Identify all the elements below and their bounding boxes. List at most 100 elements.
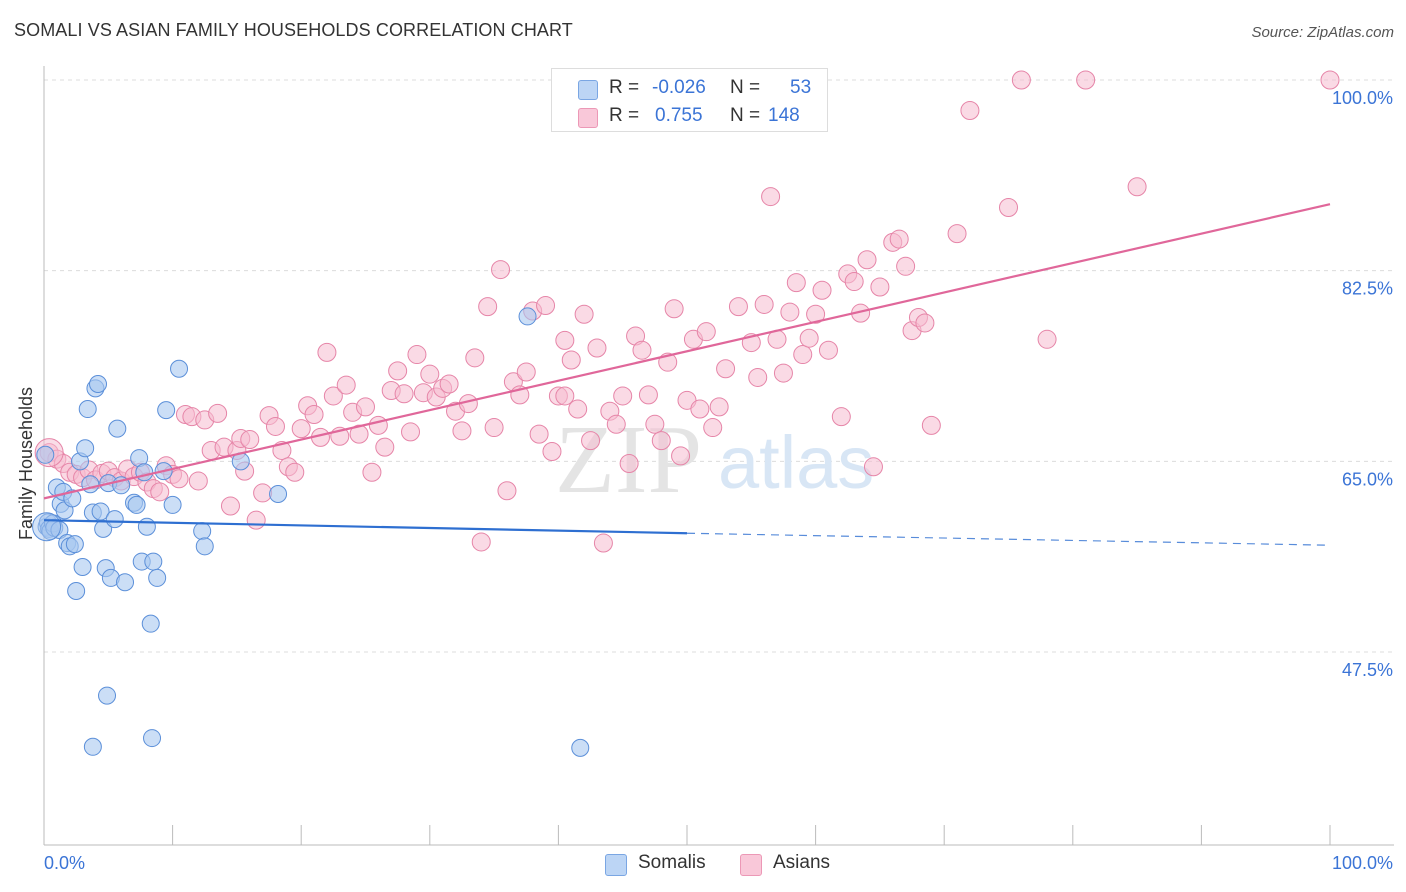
asian-point <box>786 273 806 293</box>
y-axis-label: Family Households <box>16 386 36 540</box>
somali-point <box>76 439 95 458</box>
asian-point <box>947 224 967 244</box>
asian-point <box>542 442 562 462</box>
asian-point <box>484 418 504 438</box>
asian-point <box>497 481 517 501</box>
asian-point <box>690 399 710 419</box>
asian-point <box>889 229 909 249</box>
y-tick-label: 82.5% <box>1342 279 1393 299</box>
somali-point <box>137 517 156 536</box>
somali-point <box>36 445 55 464</box>
asian-point <box>240 430 260 450</box>
asian-point <box>401 422 421 442</box>
asian-point <box>773 363 793 383</box>
y-tick-label: 65.0% <box>1342 469 1393 489</box>
asian-point <box>439 374 459 394</box>
somali-point <box>571 738 590 757</box>
tick-labels: 47.5% 65.0% 82.5% 100.0% 0.0% 100.0% <box>44 88 1393 873</box>
asian-r-label: R = <box>609 105 640 126</box>
somali-point <box>148 568 167 587</box>
somali-point <box>269 485 288 504</box>
somali-point <box>78 400 97 419</box>
asian-point <box>671 446 691 466</box>
asian-point <box>555 330 575 350</box>
asian-point <box>870 277 890 297</box>
somali-point <box>63 489 82 508</box>
asian-point <box>420 364 440 384</box>
somali-point <box>89 374 108 393</box>
y-tick-label: 47.5% <box>1342 660 1393 680</box>
asian-point <box>613 386 633 406</box>
chart-title: SOMALI VS ASIAN FAMILY HOUSEHOLDS CORREL… <box>14 20 573 40</box>
correlation-legend: R = -0.026 N = 53 R = 0.755 N = 148 <box>551 68 828 132</box>
asian-point <box>638 385 658 405</box>
asian-point <box>336 375 356 395</box>
asian-point <box>478 297 498 317</box>
asian-point <box>555 386 575 406</box>
asian-point <box>799 328 819 348</box>
asian-point <box>999 197 1018 217</box>
asians-legend-label: Asians <box>773 852 831 873</box>
somali-point <box>65 535 84 554</box>
asian-point <box>793 345 813 365</box>
asian-point <box>863 457 883 477</box>
somali-r-label: R = <box>609 77 640 98</box>
asian-point <box>375 437 395 457</box>
asian-point <box>844 272 864 292</box>
asian-point <box>619 454 639 474</box>
asian-swatch <box>578 108 598 128</box>
asian-point <box>696 322 716 342</box>
asian-point <box>921 415 941 435</box>
asian-point <box>1320 70 1340 90</box>
asian-point <box>780 302 800 322</box>
asian-n-label: N = <box>730 105 761 126</box>
asian-point <box>716 359 736 379</box>
asian-point <box>356 397 375 417</box>
asian-point <box>831 407 851 427</box>
somali-point <box>163 495 182 514</box>
somali-point <box>91 502 110 521</box>
somali-point <box>157 401 176 420</box>
somali-point <box>143 729 162 748</box>
asian-point <box>169 469 189 489</box>
asian-point <box>761 187 781 207</box>
asian-point <box>606 414 626 434</box>
asian-point <box>253 483 273 503</box>
somali-point <box>144 552 163 571</box>
legend-row-asians: R = 0.755 N = 148 <box>552 101 827 131</box>
somali-n-value: 53 <box>790 77 812 98</box>
asian-point <box>529 424 549 444</box>
somali-point <box>193 522 212 541</box>
somali-point <box>105 510 124 529</box>
somali-point <box>170 359 189 378</box>
asian-point <box>246 510 266 530</box>
somali-point <box>83 737 102 756</box>
asian-point <box>368 415 388 435</box>
asians-legend-swatch <box>740 854 762 876</box>
asian-point <box>317 342 337 362</box>
somali-point <box>141 614 160 633</box>
somali-point <box>195 537 214 556</box>
asian-point <box>362 462 382 482</box>
asian-point <box>587 338 607 358</box>
asian-point <box>703 418 723 438</box>
asian-point <box>536 296 556 316</box>
asian-point <box>709 397 729 417</box>
y-tick-label: 100.0% <box>1332 88 1393 108</box>
somali-swatch <box>578 80 598 100</box>
asian-point <box>220 496 240 516</box>
asian-point <box>960 101 980 121</box>
asian-point <box>285 462 305 482</box>
asian-r-value: 0.755 <box>655 105 703 126</box>
x-tick-label: 100.0% <box>1332 853 1393 873</box>
somali-point <box>98 686 117 705</box>
asian-point <box>394 384 414 404</box>
x-tick-label: 0.0% <box>44 853 85 873</box>
asian-point <box>349 424 369 444</box>
somali-n-label: N = <box>730 77 761 98</box>
asian-point <box>818 340 838 360</box>
asian-point <box>291 419 311 439</box>
asian-point <box>1127 177 1147 197</box>
asian-point <box>574 304 594 324</box>
